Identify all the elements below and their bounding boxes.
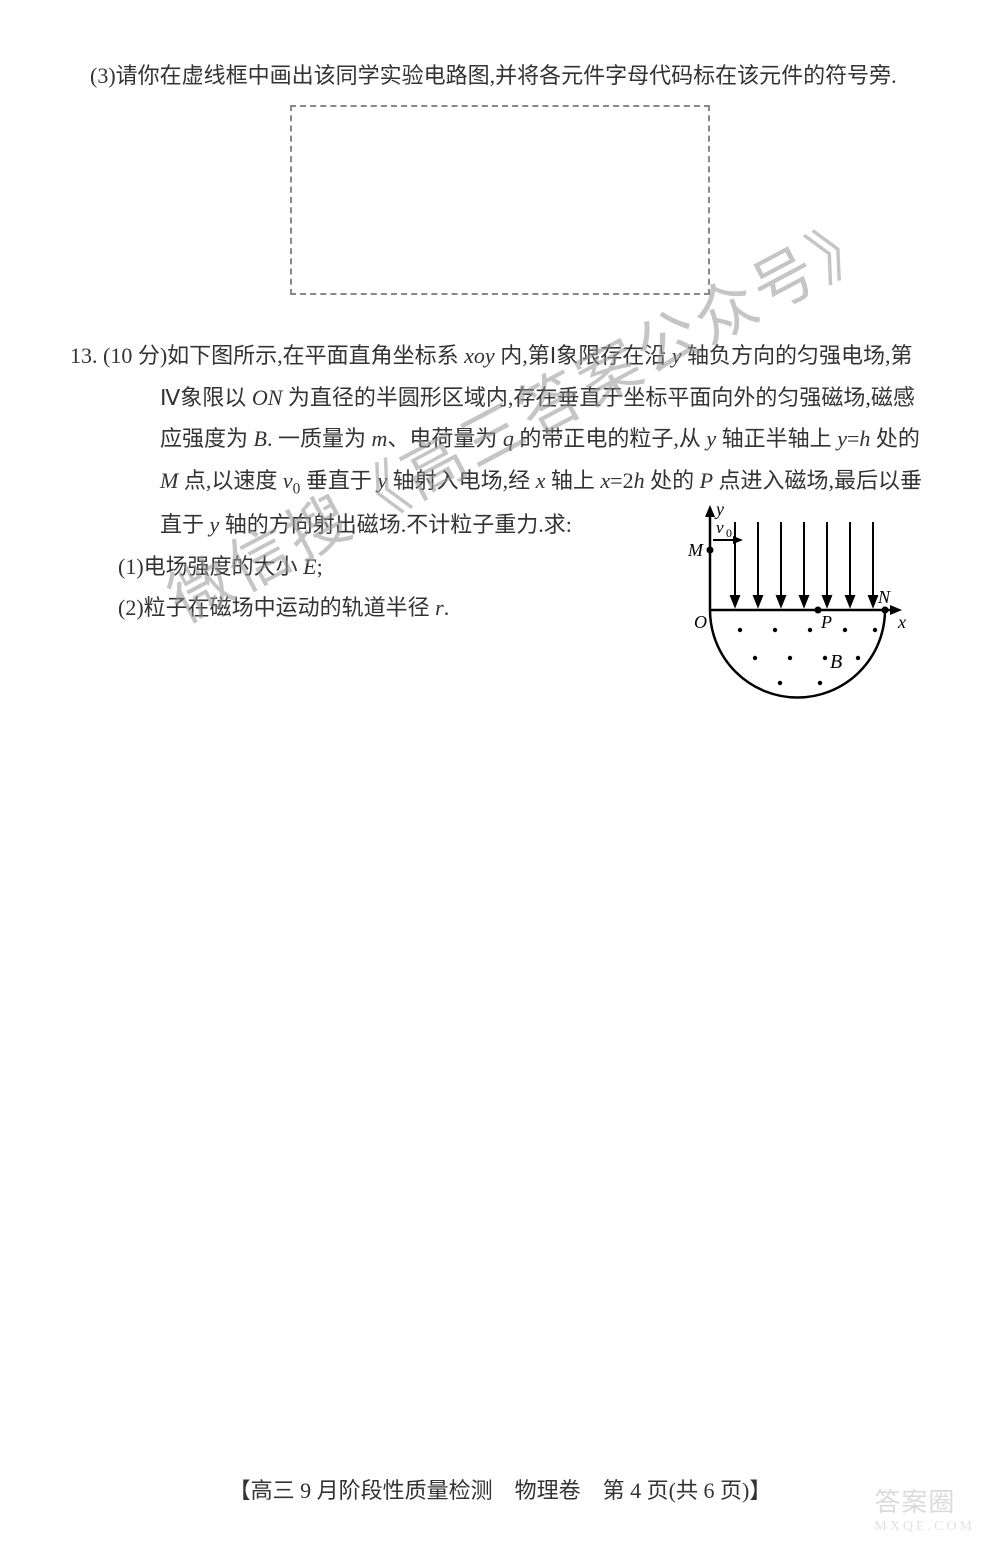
svg-text:y: y [714, 500, 724, 519]
question-3-text: (3)请你在虚线框中画出该同学实验电路图,并将各元件字母代码标在该元件的符号旁. [90, 55, 930, 97]
svg-text:v: v [716, 518, 724, 537]
figure-svg: y x O M v 0 N P [680, 500, 910, 720]
svg-text:O: O [694, 612, 707, 632]
svg-text:0: 0 [726, 526, 732, 540]
corner-watermark: 答案圈 MXQE.COM [874, 1482, 975, 1535]
page-footer: 【高三 9 月阶段性质量检测 物理卷 第 4 页(共 6 页)】 [0, 1473, 1000, 1505]
svg-text:P: P [820, 612, 832, 632]
svg-text:N: N [877, 587, 891, 607]
q13-points: (10 分) [103, 343, 167, 368]
physics-figure: y x O M v 0 N P [680, 500, 910, 725]
svg-text:B: B [830, 651, 842, 673]
circuit-answer-box [290, 105, 710, 295]
svg-text:x: x [897, 612, 906, 632]
corner-wm-line1: 答案圈 [874, 1488, 955, 1517]
corner-wm-line2: MXQE.COM [874, 1519, 975, 1535]
svg-text:M: M [687, 540, 704, 560]
q13-number: 13. [70, 343, 98, 368]
